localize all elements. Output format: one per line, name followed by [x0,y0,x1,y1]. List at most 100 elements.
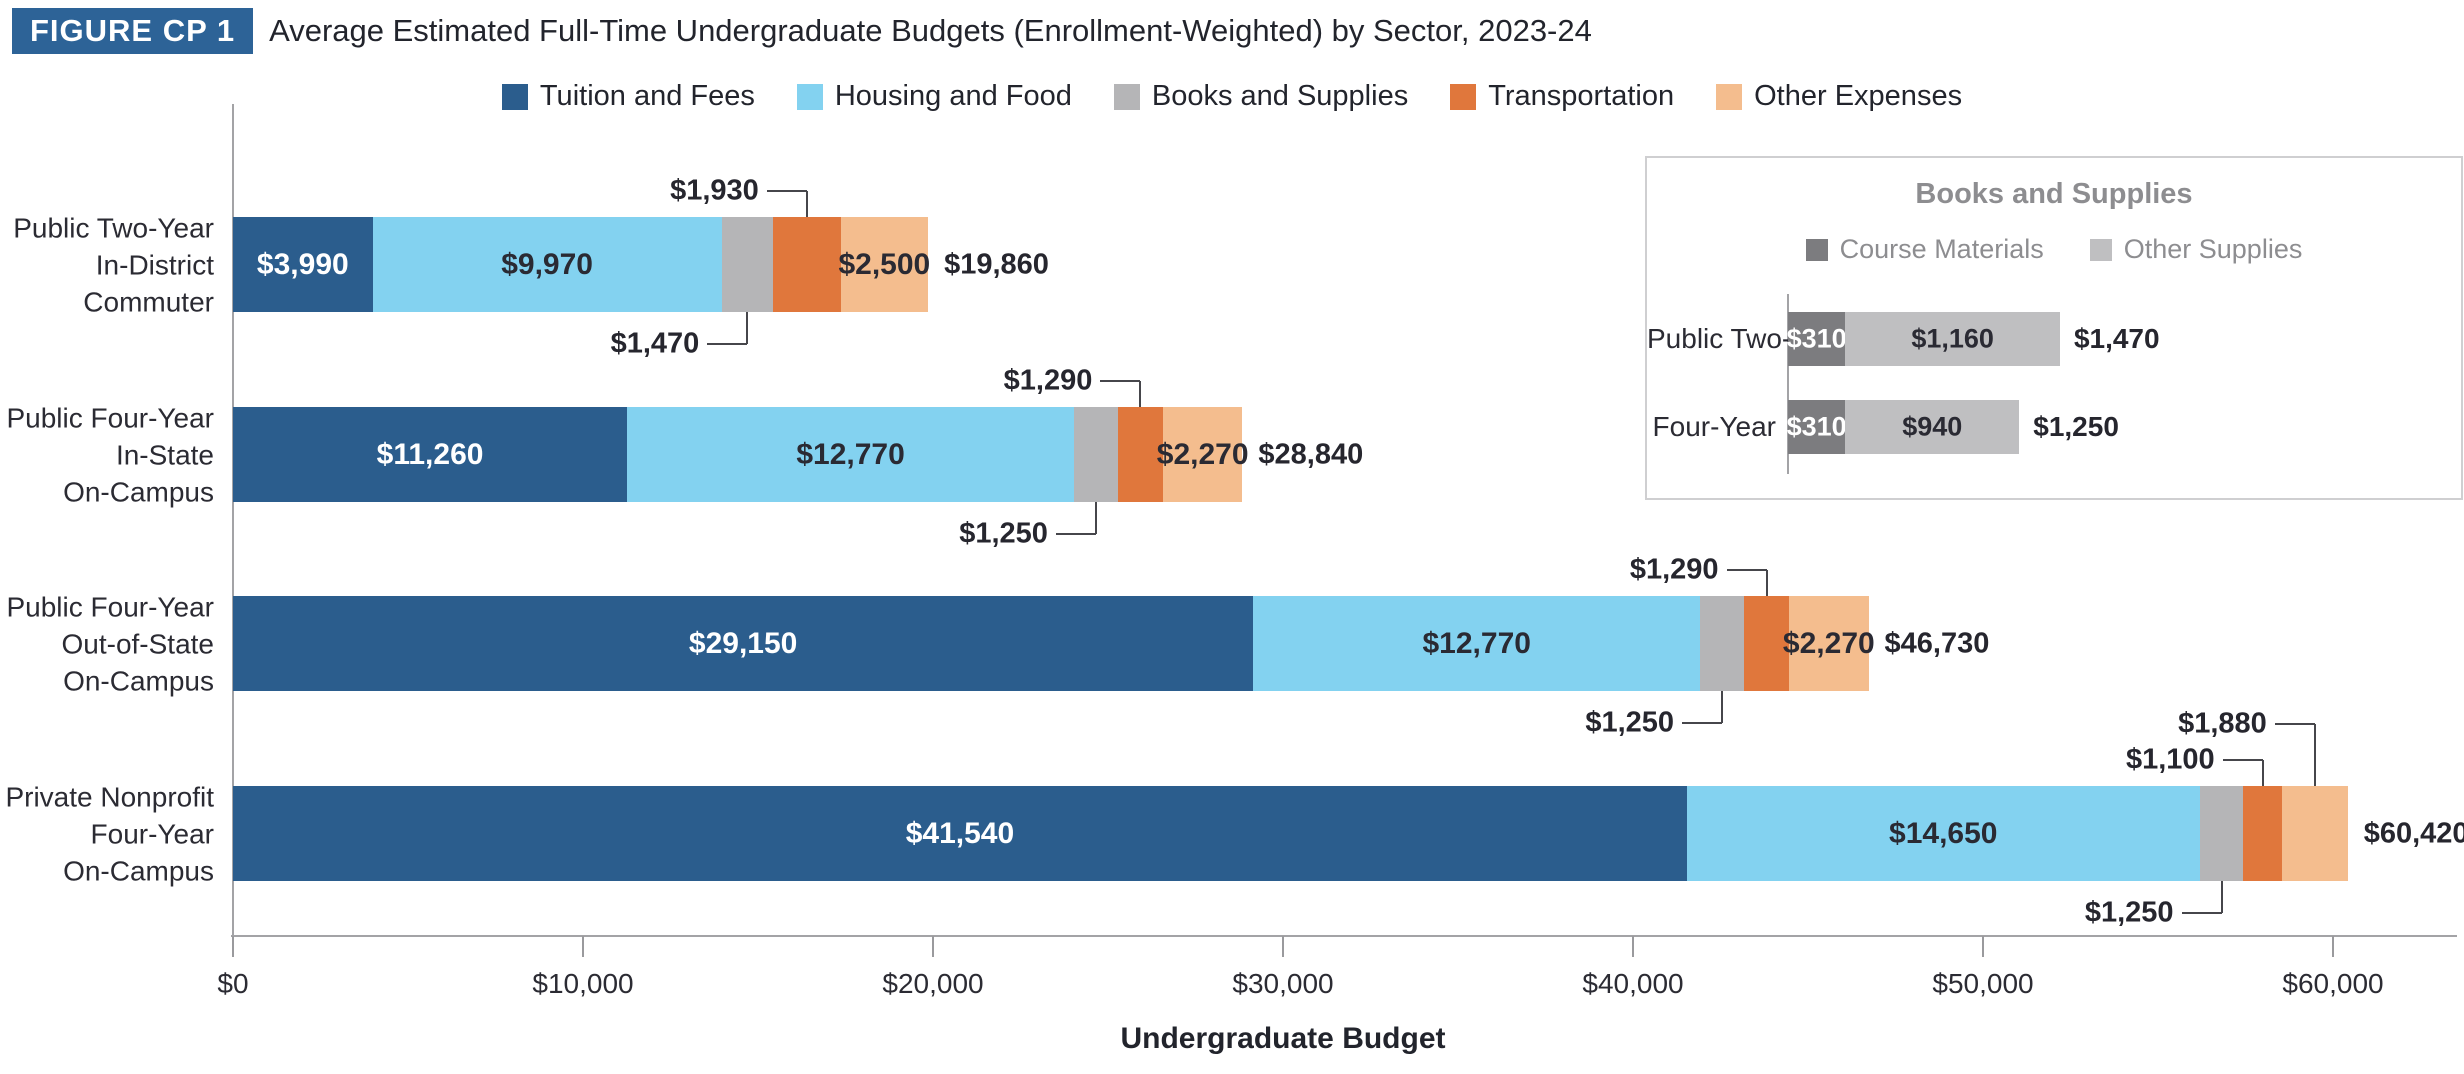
legend-swatch-icon [1450,83,1477,110]
legend-item-4: Other Expenses [1716,80,1962,113]
callout-connector-h [2274,723,2315,725]
x-axis-tick-label: $0 [217,968,249,999]
callout-value-label: $1,880 [2178,707,2267,740]
figure-title: Average Estimated Full-Time Undergraduat… [269,13,1592,48]
figure-header: FIGURE CP 1 Average Estimated Full-Time … [12,8,1592,54]
callout-connector-v [1721,691,1724,723]
legend-swatch-icon [1113,83,1140,110]
x-axis-line [231,935,2457,937]
segment-value-label: $9,970 [501,247,593,281]
inset-bar-segment: $940 [1845,400,2020,454]
x-axis-tick-label: $10,000 [532,968,634,999]
y-axis-line [232,104,234,957]
x-axis-tick [1982,936,1984,957]
inset-legend-swatch-icon [1805,238,1828,261]
bar-segment: $29,150 [233,596,1254,691]
x-axis-tick [582,936,584,957]
segment-value-label: $29,150 [688,626,798,660]
legend-swatch-icon [1716,83,1743,110]
bar-segment: $41,540 [233,786,1687,881]
segment-value-label: $2,270 [1782,626,1875,660]
callout-value-label: $1,470 [610,327,700,360]
legend-item-3: Transportation [1450,80,1674,113]
legend-swatch-icon [796,83,823,110]
inset-bar-segment: $1,160 [1845,312,2060,366]
x-axis-tick-label: $40,000 [1582,968,1684,999]
bar-segment: $2,270 [1783,596,1875,691]
inset-legend-swatch-icon [2089,238,2112,261]
bar-segment: $14,650 [1686,786,2200,881]
x-axis-title: Undergraduate Budget [1120,1022,1446,1055]
bar-total-label: $19,860 [944,248,1049,280]
callout-connector-v [746,312,749,344]
x-axis-tick [932,936,934,957]
callout-connector-v [1094,502,1097,534]
callout-connector-h [707,343,748,345]
callout-connector-v [1139,381,1142,407]
x-axis-tick [2332,936,2334,957]
category-label: Private Nonprofit Four-Year On-Campus [5,781,214,886]
segment-value-label: $41,540 [905,816,1015,850]
segment-value-label: $14,650 [1889,816,1998,850]
category-label: Public Four-Year In-State On-Campus [6,402,214,507]
bar-segment: $11,260 [233,407,628,502]
bar-segment [1700,596,1744,691]
x-axis-tick [232,936,234,957]
bar-segment: $9,970 [372,217,722,312]
callout-connector-h [766,190,807,192]
inset-bar-segment: $310 [1787,312,1847,366]
x-axis-tick-label: $20,000 [882,968,984,999]
bar-segment [773,217,841,312]
category-label: Public Two-Year In-District Commuter [13,212,214,317]
bar-total-label: $60,420 [2363,817,2464,849]
x-axis-tick [1282,936,1284,957]
callout-connector-v [805,191,808,217]
callout-value-label: $1,930 [670,174,759,207]
segment-value-label: $2,270 [1156,437,1249,471]
callout-connector-v [2313,724,2316,786]
bar-total-label: $28,840 [1258,438,1364,470]
callout-connector-h [1682,722,1723,724]
callout-connector-h [2181,912,2222,914]
callout-connector-h [2222,759,2263,761]
inset-bar-total-label: $1,250 [2033,411,2119,442]
inset-title: Books and Supplies [1915,178,2193,210]
inset-legend-label: Other Supplies [2123,234,2303,264]
bar-segment [1117,407,1163,502]
inset-segment-value-label: $940 [1902,411,1963,442]
callout-value-label: $1,100 [2125,743,2215,776]
bar-segment: $2,270 [1157,407,1249,502]
bar-segment [2243,786,2282,881]
callout-connector-v [2220,881,2223,913]
inset-chart: Public Two-Year $310 $1,160 $1,470 Four-Year… [1647,158,2461,498]
callout-value-label: $1,290 [1629,553,1719,586]
segment-value-label: $11,260 [376,437,484,471]
category-label: Public Four-Year Out-of-State On-Campus [6,591,214,696]
legend-item-1: Housing and Food [796,80,1072,113]
figure-badge: FIGURE CP 1 [12,8,254,54]
callout-value-label: $1,250 [1585,706,1675,739]
bar-segment [2199,786,2244,881]
bar-segment [1743,596,1790,691]
legend-label: Tuition and Fees [539,80,755,112]
main-legend: Tuition and Fees Housing and Food Books an… [0,80,2464,113]
inset-chart-panel: Books and Supplies Course Materials Other… [1645,156,2463,500]
legend-item-0: Tuition and Fees [501,80,755,113]
callout-connector-h [1055,533,1096,535]
segment-value-label: $2,500 [838,247,931,281]
inset-bar-segment: $310 [1787,400,1847,454]
x-axis-tick-label: $60,000 [2282,968,2384,999]
segment-value-label: $12,770 [1422,626,1531,660]
inset-category-label: Four-Year [1652,411,1776,442]
callout-value-label: $1,290 [1003,364,1093,397]
segment-value-label: $12,770 [796,437,905,471]
segment-value-label: $3,990 [256,247,349,281]
callout-connector-h [1100,380,1141,382]
bar-segment: $3,990 [233,217,373,312]
bar-segment [721,217,774,312]
legend-item-2: Books and Supplies [1113,80,1408,113]
inset-legend: Course Materials Other Supplies [1647,234,2461,265]
legend-label: Transportation [1488,80,1675,112]
inset-category-label: Public Two-Year [1647,323,1848,354]
